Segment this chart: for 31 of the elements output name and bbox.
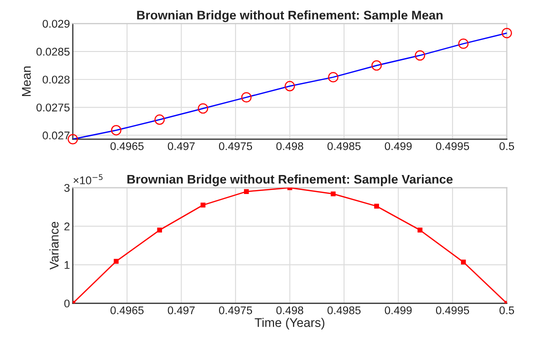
chart-title: Brownian Bridge without Refinement: Sample Variance	[127, 174, 453, 186]
y-tick-label: 3	[64, 184, 70, 192]
x-tick-label: 0.5	[500, 306, 514, 314]
y-tick-label: 0.0275	[36, 104, 70, 112]
x-tick-label: 0.4995	[436, 142, 470, 150]
y-tick-label: 2	[64, 222, 70, 230]
x-tick-label: 0.4975	[218, 142, 252, 150]
x-tick-label: 0.4965	[110, 142, 144, 150]
x-tick-label: 0.499	[384, 306, 412, 314]
x-tick-label: 0.498	[276, 306, 304, 314]
y-tick-label: 0	[64, 300, 70, 308]
x-tick-label: 0.5	[500, 142, 514, 150]
y-tick-label: 0.028	[42, 76, 70, 84]
x-tick-label: 0.497	[168, 306, 195, 314]
x-axis-title: Time (Years)	[254, 318, 324, 330]
y-tick-label: 0.029	[42, 20, 70, 28]
x-tick-label: 0.4985	[327, 142, 361, 150]
y-tick-label: 0.0285	[36, 48, 70, 56]
y-tick-label: 1	[64, 261, 70, 269]
x-tick-label: 0.4975	[218, 306, 252, 314]
x-tick-label: 0.499	[384, 142, 412, 150]
chart-title: Brownian Bridge without Refinement: Sample Mean	[137, 10, 443, 22]
y-axis-title: Mean	[22, 66, 31, 96]
x-tick-label: 0.498	[276, 142, 304, 150]
x-tick-label: 0.497	[168, 142, 195, 150]
x-tick-label: 0.4965	[110, 306, 144, 314]
y-tick-label: 0.027	[42, 132, 70, 140]
x-tick-label: 0.4985	[327, 306, 361, 314]
y-axis-title: Variance	[49, 222, 59, 270]
x-tick-label: 0.4995	[436, 306, 470, 314]
text: ×10$^{−5}$	[74, 174, 103, 184]
